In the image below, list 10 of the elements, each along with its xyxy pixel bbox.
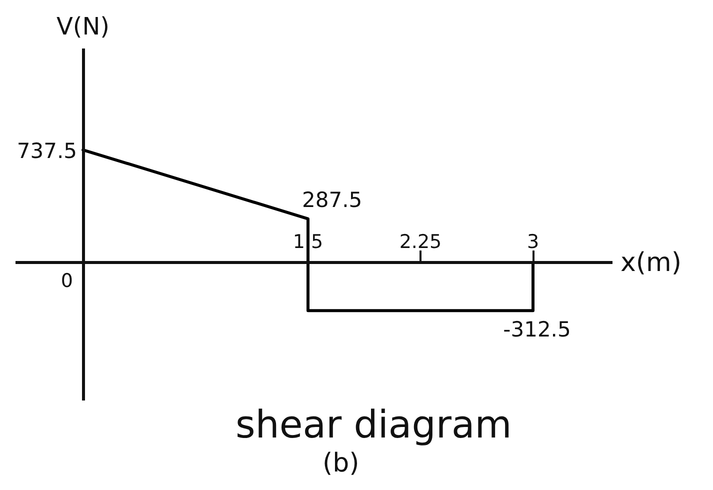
data-label: 737.5	[16, 138, 78, 163]
annotation: 0	[60, 270, 74, 292]
x-tick-label: 2.25	[399, 230, 442, 253]
x-axis-title: x(m)	[620, 248, 682, 278]
y-axis-title: V(N)	[56, 12, 110, 40]
data-label: -312.5	[503, 318, 571, 342]
text: (b)	[322, 448, 360, 478]
text: shear diagram	[236, 402, 512, 446]
data-label: 287.5	[302, 188, 362, 212]
x-tick-label: 3	[526, 230, 540, 253]
